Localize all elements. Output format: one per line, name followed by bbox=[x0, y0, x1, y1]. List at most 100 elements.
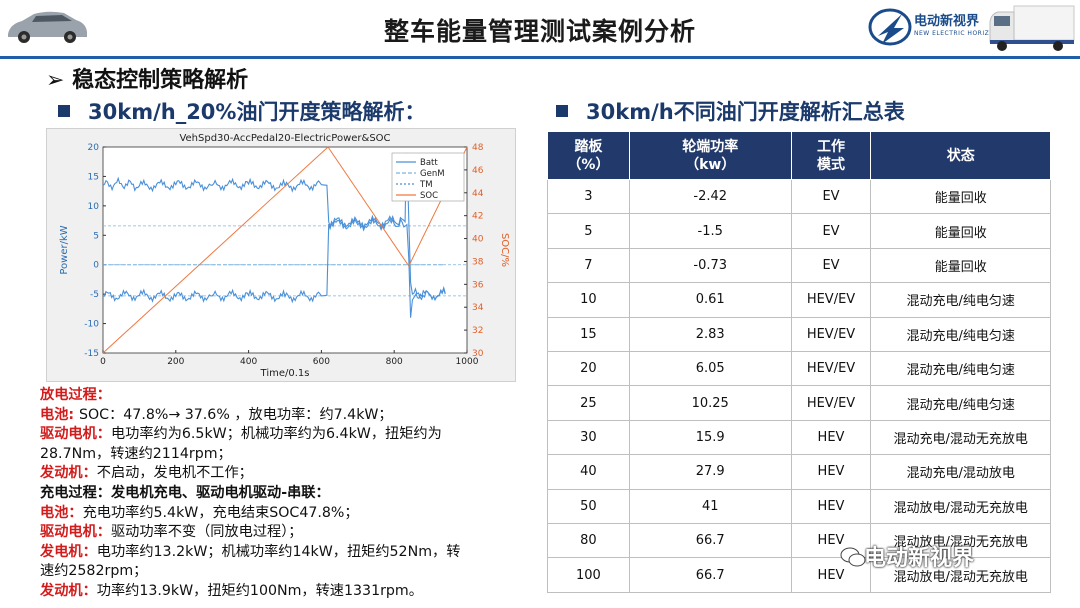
table-cell: 5 bbox=[547, 213, 630, 249]
table-header-cell: 轮端功率 （kw） bbox=[628, 131, 792, 180]
y2-tick-label: 42 bbox=[472, 212, 483, 222]
legend-label: GenM bbox=[420, 169, 445, 179]
brand-logo-text: 电动新视界 bbox=[914, 14, 980, 29]
table-row: 5 -1.5 EV 能量回收 bbox=[547, 213, 1051, 249]
table-row: 20 6.05 HEV/EV 混动充电/纯电匀速 bbox=[547, 351, 1051, 387]
note-line: 发动机：功率约13.9kW，扭矩约100Nm，转速1331rpm。 bbox=[40, 582, 530, 602]
table-cell: 66.7 bbox=[628, 557, 792, 593]
legend-label: Batt bbox=[420, 158, 438, 168]
note-text: 速约2582rpm； bbox=[40, 563, 148, 580]
table-cell: HEV/EV bbox=[790, 282, 872, 318]
table-row: 15 2.83 HEV/EV 混动充电/纯电匀速 bbox=[547, 316, 1051, 353]
table-cell: EV bbox=[790, 178, 872, 215]
table-cell: HEV bbox=[790, 454, 872, 490]
note-text: SOC：47.8%→ 37.6% ，放电功率：约7.4kW； bbox=[79, 406, 393, 423]
table-cell: 3 bbox=[547, 178, 630, 215]
header-divider bbox=[0, 56, 1080, 59]
note-line: 放电过程： bbox=[40, 386, 530, 406]
table-cell: 15.9 bbox=[628, 419, 792, 456]
table-cell: EV bbox=[790, 247, 872, 284]
note-line: 速约2582rpm； bbox=[40, 562, 530, 582]
note-line: 28.7Nm，转速约2114rpm； bbox=[40, 445, 530, 465]
legend-box bbox=[391, 152, 465, 202]
left-subtitle-text: 30km/h_20%油门开度策略解析： bbox=[88, 100, 426, 124]
table-cell: 能量回收 bbox=[870, 178, 1051, 215]
legend-label: TM bbox=[419, 180, 433, 190]
note-text: 电功率约为6.5kW；机械功率约为6.4kW，扭矩约为 bbox=[110, 426, 442, 443]
right-subtitle: 30km/h不同油门开度解析汇总表 bbox=[556, 96, 905, 126]
chart-title: VehSpd30-AccPedal20-ElectricPower&SOC bbox=[179, 133, 390, 144]
table-cell: 20 bbox=[547, 351, 630, 387]
brand-logo-icon bbox=[868, 8, 912, 46]
y2-tick-label: 48 bbox=[472, 143, 484, 153]
x-tick-label: 800 bbox=[386, 357, 403, 367]
table-cell: 40 bbox=[547, 454, 630, 490]
right-subtitle-text: 30km/h不同油门开度解析汇总表 bbox=[586, 100, 905, 124]
header-text: 轮端功率 bbox=[682, 138, 739, 155]
note-line: 电池：充电功率约5.4kW，充电结束SOC47.8%； bbox=[40, 504, 530, 524]
y-tick-label: -10 bbox=[84, 320, 99, 330]
table-row: 50 41 HEV 混动放电/混动无充放电 bbox=[547, 488, 1051, 525]
y2-tick-label: 30 bbox=[472, 349, 484, 359]
table-cell: -1.5 bbox=[628, 213, 792, 249]
x-tick-label: 0 bbox=[100, 357, 106, 367]
truck-image bbox=[989, 5, 1075, 51]
table-row: 10 0.61 HEV/EV 混动充电/纯电匀速 bbox=[547, 282, 1051, 318]
y-tick-label: 10 bbox=[88, 202, 100, 212]
table-row: 100 66.7 HEV 混动放电/混动无充放电 bbox=[547, 557, 1051, 593]
y-tick-label: 20 bbox=[88, 143, 100, 153]
table-cell: 混动充电/混动放电 bbox=[870, 454, 1051, 490]
y2-tick-label: 46 bbox=[472, 166, 484, 176]
wechat-watermark-icon bbox=[840, 547, 866, 567]
square-bullet-icon bbox=[58, 105, 70, 117]
table-cell: 50 bbox=[547, 488, 630, 525]
table-cell: 10.25 bbox=[628, 385, 792, 421]
table-cell: HEV/EV bbox=[790, 385, 872, 421]
brand-logo-subtext: NEW ELECTRIC HORIZON bbox=[914, 30, 1000, 37]
page-title: 整车能量管理测试案例分析 bbox=[383, 17, 696, 46]
note-text: 功率约13.9kW，扭矩约100Nm，转速1331rpm。 bbox=[96, 582, 423, 599]
note-text: 不启动，发电机不工作； bbox=[96, 465, 253, 482]
table-cell: EV bbox=[790, 213, 872, 249]
note-label: 驱动电机： bbox=[40, 426, 111, 443]
table-cell: 15 bbox=[547, 316, 630, 353]
series-line-batt bbox=[102, 152, 446, 301]
table-header-row: 踏板 （%） 轮端功率 （kw） 工作 模式 状态 bbox=[547, 131, 1051, 180]
table-cell: 100 bbox=[547, 557, 630, 593]
table-cell: 6.05 bbox=[628, 351, 792, 387]
legend-label: SOC bbox=[420, 191, 438, 201]
table-cell: 能量回收 bbox=[870, 247, 1051, 284]
x-axis-label: Time/0.1s bbox=[260, 368, 310, 379]
table-row: 7 -0.73 EV 能量回收 bbox=[547, 247, 1051, 284]
y-tick-label: 15 bbox=[88, 172, 99, 182]
table-header-cell: 工作 模式 bbox=[790, 131, 872, 180]
table-cell: 混动充电/混动无充放电 bbox=[870, 419, 1051, 456]
chart-svg: VehSpd30-AccPedal20-ElectricPower&SOC 0 20… bbox=[59, 133, 510, 379]
table-cell: 0.61 bbox=[628, 282, 792, 318]
x-tick-label: 200 bbox=[167, 357, 184, 367]
table-cell: 80 bbox=[547, 523, 630, 559]
slide-header: 整车能量管理测试案例分析 电动新视界 NEW ELECTRIC HORIZON bbox=[0, 0, 1080, 56]
watermark-text: 电动新视界 bbox=[864, 546, 975, 571]
y2-tick-label: 40 bbox=[472, 235, 484, 245]
note-label: 发电机： bbox=[40, 543, 97, 560]
table-cell: 混动充电/纯电匀速 bbox=[870, 282, 1051, 318]
table-body: 3 -2.42 EV 能量回收 5 -1.5 EV 能量回收 7 -0.73 EV 能量回收 10 0.6… bbox=[547, 178, 1051, 593]
analysis-notes: 放电过程： 电池: SOC：47.8%→ 37.6% ，放电功率：约7.4kW；驱… bbox=[40, 386, 530, 602]
table-cell: 7 bbox=[547, 247, 630, 284]
header-text: 踏板 bbox=[574, 138, 603, 155]
series-line-tm bbox=[102, 217, 446, 318]
table-cell: 10 bbox=[547, 282, 630, 318]
table-cell: HEV bbox=[790, 488, 872, 525]
suv-car-image bbox=[8, 11, 87, 43]
section-heading: ➢ 稳态控制策略解析 bbox=[46, 62, 248, 94]
y2-tick-label: 32 bbox=[472, 326, 483, 336]
table-cell: -2.42 bbox=[628, 178, 792, 215]
table-row: 40 27.9 HEV 混动充电/混动放电 bbox=[547, 454, 1051, 490]
table-cell: 2.83 bbox=[628, 316, 792, 353]
y-tick-label: -5 bbox=[90, 290, 99, 300]
table-cell: 混动放电/混动无充放电 bbox=[870, 488, 1051, 525]
table-cell: HEV/EV bbox=[790, 351, 872, 387]
arrow-marker-icon: ➢ bbox=[46, 68, 65, 93]
note-line: 电池: SOC：47.8%→ 37.6% ，放电功率：约7.4kW； bbox=[40, 406, 530, 426]
